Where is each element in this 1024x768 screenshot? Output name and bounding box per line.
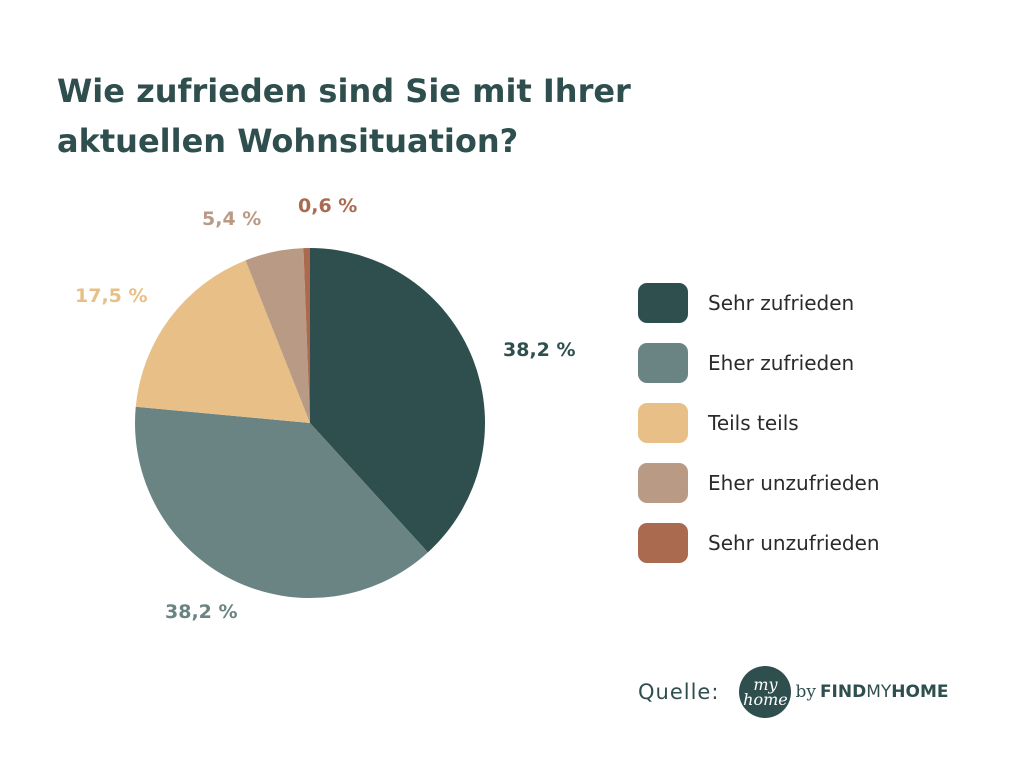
legend-swatch — [638, 523, 688, 563]
chart-title: Wie zufrieden sind Sie mit Ihrer aktuell… — [57, 66, 677, 166]
brand-find: FIND — [819, 682, 867, 702]
slice-label-sehr-zufrieden: 38,2 % — [503, 339, 576, 361]
chart-title-line-1: Wie zufrieden sind Sie mit Ihrer — [57, 72, 631, 110]
legend-item-sehr-unzufrieden: Sehr unzufrieden — [638, 523, 880, 563]
legend: Sehr zufrieden Eher zufrieden Teils teil… — [638, 283, 880, 583]
slice-eher-unzufrieden — [245, 248, 310, 423]
legend-item-eher-unzufrieden: Eher unzufrieden — [638, 463, 880, 503]
slice-sehr-unzufrieden — [303, 248, 310, 423]
source-attribution: Quelle: my home by FIND MY HOME — [638, 666, 949, 718]
legend-label: Sehr zufrieden — [708, 291, 855, 315]
logo-text-my: my — [753, 675, 778, 694]
brand-my: MY — [866, 682, 892, 702]
slice-label-eher-zufrieden: 38,2 % — [165, 601, 238, 623]
legend-label: Eher unzufrieden — [708, 471, 880, 495]
legend-item-eher-zufrieden: Eher zufrieden — [638, 343, 880, 383]
slice-label-teils-teils: 17,5 % — [75, 285, 148, 307]
source-label: Quelle: — [638, 680, 720, 704]
legend-label: Sehr unzufrieden — [708, 531, 880, 555]
myhome-logo: my home — [739, 666, 792, 718]
slice-label-sehr-unzufrieden: 0,6 % — [298, 195, 358, 217]
legend-item-sehr-zufrieden: Sehr zufrieden — [638, 283, 880, 323]
legend-swatch — [638, 403, 688, 443]
slice-teils-teils — [135, 260, 310, 423]
legend-swatch — [638, 463, 688, 503]
logo-text-home: home — [743, 690, 788, 709]
legend-swatch — [638, 343, 688, 383]
logo-by-text: by — [795, 682, 816, 702]
legend-label: Eher zufrieden — [708, 351, 855, 375]
legend-swatch — [638, 283, 688, 323]
slice-eher-zufrieden — [134, 406, 428, 599]
chart-title-line-2: aktuellen Wohnsituation? — [57, 122, 519, 160]
brand-home: HOME — [891, 682, 949, 702]
slice-label-eher-unzufrieden: 5,4 % — [202, 208, 262, 230]
slice-sehr-zufrieden — [310, 248, 486, 553]
legend-item-teils-teils: Teils teils — [638, 403, 880, 443]
legend-label: Teils teils — [708, 411, 799, 435]
